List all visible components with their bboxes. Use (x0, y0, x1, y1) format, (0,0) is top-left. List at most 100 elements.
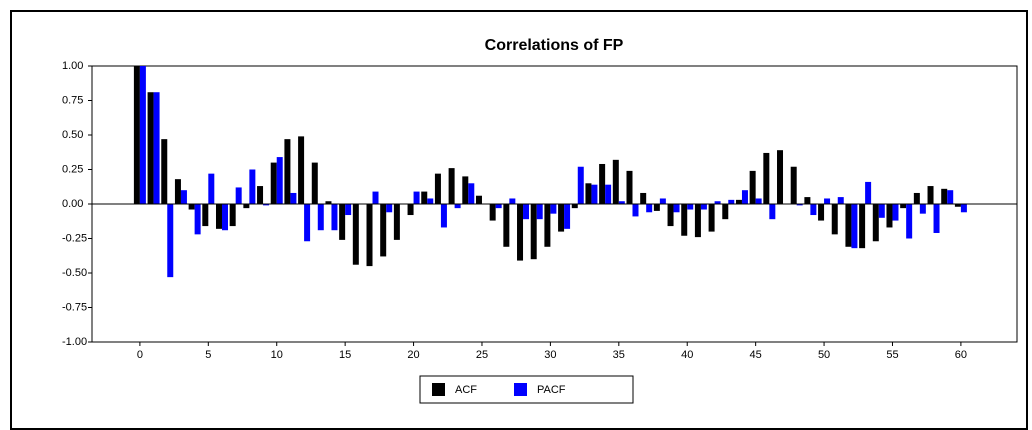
bar (550, 204, 557, 214)
bar (681, 204, 688, 236)
bar (728, 199, 735, 204)
bar (339, 204, 346, 240)
bar (298, 136, 305, 204)
bar (249, 169, 256, 204)
bar (509, 198, 516, 204)
x-tick-label: 5 (205, 349, 211, 361)
x-tick-label: 20 (407, 349, 419, 361)
y-tick-label: -1.00 (62, 336, 87, 348)
bar (421, 191, 428, 204)
bar (591, 184, 598, 204)
bar (872, 204, 879, 242)
bar (495, 204, 502, 209)
x-tick-label: 10 (271, 349, 283, 361)
y-tick-label: -0.75 (62, 301, 87, 313)
bar (413, 191, 420, 204)
bar (276, 157, 283, 204)
bar (659, 198, 666, 204)
bar (667, 204, 674, 227)
y-tick-label: 0.50 (62, 129, 83, 141)
bar (763, 152, 770, 204)
bar (749, 170, 756, 204)
bar (270, 162, 277, 204)
bar (215, 204, 222, 229)
bar (284, 139, 291, 204)
bar (167, 204, 174, 278)
bar (147, 92, 154, 204)
x-tick-label: 35 (613, 349, 625, 361)
bar (769, 204, 776, 220)
bar (618, 201, 625, 204)
bar (407, 204, 414, 216)
bar (257, 186, 264, 204)
bar (454, 204, 461, 209)
bar (434, 173, 441, 204)
legend-swatch (432, 383, 445, 396)
bar (605, 184, 612, 204)
bar (161, 139, 168, 204)
y-tick-label: 0.75 (62, 94, 83, 106)
bar (755, 198, 762, 204)
bar (612, 159, 619, 204)
y-tick-label: 0.00 (62, 198, 83, 210)
x-tick-label: 60 (955, 349, 967, 361)
bar (954, 204, 961, 207)
y-tick-label: -0.25 (62, 232, 87, 244)
bar (735, 199, 742, 204)
bar (824, 198, 831, 204)
bar (194, 204, 201, 235)
bar (960, 204, 967, 213)
bar (475, 195, 482, 204)
bar (859, 204, 866, 249)
bar (530, 204, 537, 260)
bar (174, 179, 181, 204)
x-tick-label: 55 (886, 349, 898, 361)
bar (906, 204, 913, 239)
x-tick-label: 40 (681, 349, 693, 361)
bar (941, 188, 948, 204)
bar (345, 204, 352, 216)
legend-label: PACF (537, 384, 566, 396)
x-tick-label: 45 (750, 349, 762, 361)
bar (448, 168, 455, 204)
bar (673, 204, 680, 213)
bar (626, 170, 633, 204)
bar (558, 204, 565, 232)
legend-label: ACF (455, 384, 477, 396)
bar (468, 183, 475, 204)
bar (810, 204, 817, 216)
bar (331, 204, 338, 231)
bar (393, 204, 400, 240)
bar (304, 204, 311, 242)
bar (235, 187, 242, 204)
bar (913, 192, 920, 204)
x-tick-label: 25 (476, 349, 488, 361)
bar (462, 176, 469, 204)
bar (317, 204, 324, 231)
bar (831, 204, 838, 235)
bar (818, 204, 825, 221)
y-tick-label: 1.00 (62, 60, 83, 72)
bar (311, 162, 318, 204)
bar (564, 204, 571, 229)
bar (427, 198, 434, 204)
y-tick-label: 0.25 (62, 163, 83, 175)
bar (523, 204, 530, 220)
bar (489, 204, 496, 221)
bar (947, 190, 954, 204)
bar (325, 201, 332, 204)
bar (380, 204, 387, 257)
legend-swatch (514, 383, 527, 396)
bar (777, 150, 784, 204)
bar (503, 204, 510, 247)
bar (366, 204, 373, 267)
bar (837, 197, 844, 204)
bar (845, 204, 852, 247)
bar (708, 204, 715, 232)
bar (700, 204, 707, 210)
bar (640, 192, 647, 204)
bar (927, 186, 934, 204)
bar (153, 92, 160, 204)
bar (139, 66, 146, 204)
